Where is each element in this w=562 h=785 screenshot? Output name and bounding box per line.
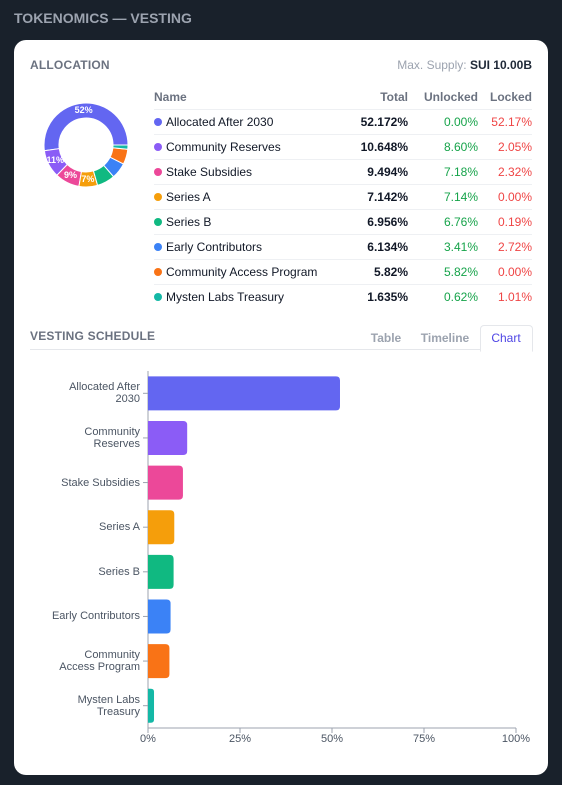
column-header: Locked [489, 90, 532, 104]
name-cell: Series A [166, 190, 211, 204]
max-supply-value: SUI 10.00B [469, 58, 532, 72]
x-tick-label: 25% [229, 733, 251, 745]
total-cell: 10.648% [360, 140, 408, 154]
locked-cell: 2.05% [497, 140, 532, 154]
bar [148, 465, 183, 500]
column-header: Total [380, 90, 408, 104]
bar [148, 599, 171, 634]
y-tick-label: Mysten Labs Treasury [77, 693, 140, 718]
name-cell: Community Reserves [166, 140, 281, 154]
total-cell: 7.142% [367, 190, 408, 204]
name-cell: Early Contributors [166, 240, 263, 254]
max-supply-label: Max. Supply: [397, 58, 467, 72]
locked-cell: 0.19% [497, 215, 532, 229]
unlocked-cell: 0.00% [443, 115, 478, 129]
unlocked-cell: 7.18% [443, 165, 478, 179]
x-tick-label: 0% [140, 733, 156, 745]
donut-slice [112, 144, 129, 150]
legend-dot [154, 243, 162, 251]
name-cell: Mysten Labs Treasury [166, 290, 285, 304]
unlocked-cell: 3.41% [443, 240, 478, 254]
legend-dot [154, 293, 162, 301]
bar [148, 554, 174, 589]
row-divider [154, 134, 532, 135]
total-cell: 52.172% [360, 115, 408, 129]
legend-dot [154, 218, 162, 226]
tab-divider [30, 349, 532, 350]
row-divider [154, 159, 532, 160]
bar [148, 644, 170, 679]
unlocked-cell: 0.62% [443, 290, 478, 304]
column-header: Unlocked [423, 90, 478, 104]
y-tick-label: Community Reserves [84, 425, 140, 450]
slice-label: 9% [64, 170, 77, 180]
unlocked-cell: 6.76% [443, 215, 478, 229]
locked-cell: 1.01% [497, 290, 532, 304]
y-tick-label: Allocated After 2030 [69, 381, 140, 406]
unlocked-cell: 5.82% [443, 265, 478, 279]
slice-label: 7% [81, 174, 94, 184]
section-title: VESTING SCHEDULE [30, 329, 156, 343]
bar [148, 688, 155, 723]
name-cell: Community Access Program [166, 265, 318, 279]
name-cell: Stake Subsidies [166, 165, 253, 179]
y-tick-label: Series A [99, 521, 140, 534]
y-tick-label: Series B [98, 565, 140, 578]
column-header: Name [154, 90, 187, 104]
name-cell: Series B [166, 215, 212, 229]
unlocked-cell: 7.14% [443, 190, 478, 204]
bar [148, 510, 175, 545]
legend-dot [154, 268, 162, 276]
slice-label: 52% [75, 105, 93, 115]
name-cell: Allocated After 2030 [166, 115, 274, 129]
legend-dot [154, 168, 162, 176]
y-tick-label: Early Contributors [51, 610, 140, 623]
total-cell: 1.635% [367, 290, 408, 304]
total-cell: 6.956% [367, 215, 408, 229]
tab[interactable]: Chart [491, 331, 521, 345]
donut-slice [43, 102, 129, 152]
locked-cell: 0.00% [497, 190, 532, 204]
row-divider [154, 184, 532, 185]
tab[interactable]: Timeline [420, 331, 470, 345]
x-tick-label: 50% [321, 733, 343, 745]
row-divider [154, 109, 532, 110]
total-cell: 9.494% [367, 165, 408, 179]
tab[interactable]: Table [370, 331, 402, 345]
locked-cell: 52.17% [491, 115, 532, 129]
max-supply: Max. Supply: SUI 10.00B [397, 58, 532, 72]
row-divider [154, 259, 532, 260]
y-tick-label: Community Access Program [59, 649, 140, 674]
section-title: ALLOCATION [30, 58, 110, 72]
locked-cell: 0.00% [497, 265, 532, 279]
legend-dot [154, 143, 162, 151]
legend-dot [154, 193, 162, 201]
total-cell: 6.134% [367, 240, 408, 254]
row-divider [154, 209, 532, 210]
y-tick-label: Stake Subsidies [61, 476, 140, 489]
row-divider [154, 284, 532, 285]
total-cell: 5.82% [373, 265, 408, 279]
unlocked-cell: 8.60% [443, 140, 478, 154]
bar [148, 376, 340, 411]
page-title: TOKENOMICS — VESTING [14, 10, 192, 26]
slice-label: 11% [46, 155, 64, 165]
locked-cell: 2.72% [497, 240, 532, 254]
locked-cell: 2.32% [497, 165, 532, 179]
bar [148, 420, 188, 455]
x-tick-label: 100% [502, 733, 530, 745]
legend-dot [154, 118, 162, 126]
active-tab-box [480, 325, 533, 352]
x-tick-label: 75% [413, 733, 435, 745]
row-divider [154, 234, 532, 235]
